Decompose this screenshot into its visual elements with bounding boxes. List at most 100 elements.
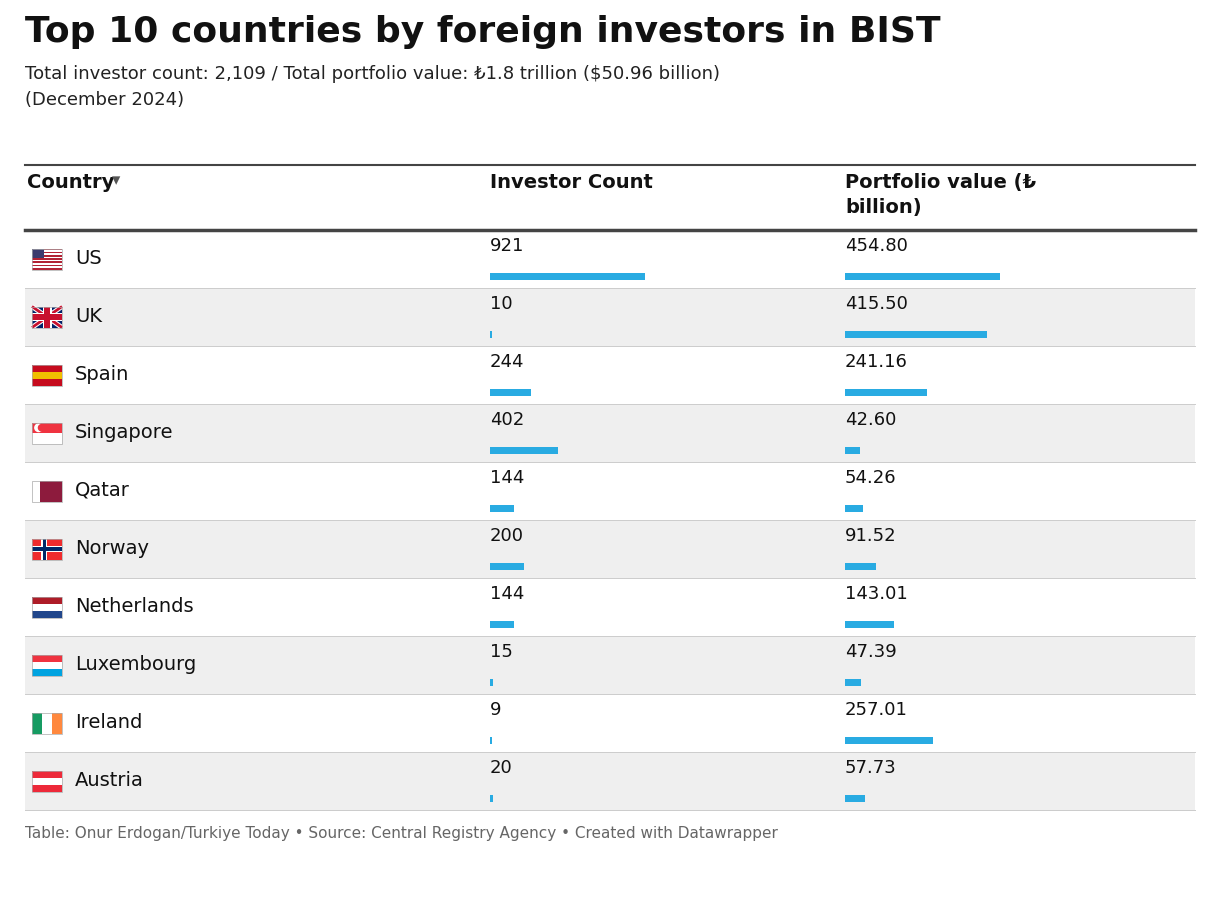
Text: Singapore: Singapore (74, 422, 173, 441)
Text: Country: Country (27, 173, 115, 192)
Bar (32, 248, 44, 258)
Bar (43, 307, 51, 328)
Bar (490, 621, 515, 628)
Text: Qatar: Qatar (74, 480, 129, 500)
Circle shape (39, 425, 45, 431)
Bar (32, 784, 62, 792)
Bar (32, 596, 62, 618)
Bar (490, 505, 515, 512)
Bar (44, 307, 50, 328)
Bar (32, 267, 62, 268)
Bar (490, 331, 492, 338)
Bar (32, 365, 62, 371)
Text: Ireland: Ireland (74, 713, 143, 732)
Bar (32, 365, 62, 386)
Bar (32, 596, 62, 603)
Bar (32, 248, 62, 269)
Bar (32, 250, 62, 252)
Bar (32, 546, 62, 552)
Text: ▾: ▾ (112, 171, 121, 189)
Text: Total investor count: 2,109 / Total portfolio value: ₺1.8 trillion ($50.96 billi: Total investor count: 2,109 / Total port… (24, 65, 720, 109)
Bar (32, 713, 62, 733)
Bar (32, 480, 62, 501)
Text: Luxembourg: Luxembourg (74, 654, 196, 673)
Bar (32, 268, 62, 269)
Bar (32, 771, 62, 777)
Bar (32, 307, 62, 328)
Bar (41, 713, 52, 733)
Bar (32, 539, 62, 560)
Bar (24, 288, 1196, 346)
Text: 200: 200 (490, 527, 525, 545)
Bar (32, 662, 62, 669)
Bar (490, 273, 645, 280)
Text: Top 10 countries by foreign investors in BIST: Top 10 countries by foreign investors in… (24, 15, 941, 49)
Bar (32, 433, 62, 443)
Bar (845, 331, 987, 338)
Bar (43, 539, 45, 560)
Text: 244: 244 (490, 353, 525, 371)
Bar (32, 603, 62, 611)
Bar (32, 248, 62, 269)
Bar (32, 258, 62, 260)
Text: 454.80: 454.80 (845, 237, 908, 255)
Bar (32, 771, 62, 792)
Bar (845, 447, 860, 454)
Bar (32, 422, 62, 433)
Bar (32, 265, 62, 267)
Text: 144: 144 (490, 585, 525, 603)
Bar (32, 314, 62, 319)
Bar (52, 713, 62, 733)
Bar (845, 737, 932, 744)
Bar (32, 547, 62, 551)
Bar (490, 679, 493, 686)
Bar (490, 795, 493, 802)
Bar (845, 621, 894, 628)
Text: 415.50: 415.50 (845, 295, 908, 313)
Text: 57.73: 57.73 (845, 759, 897, 777)
Bar (32, 307, 62, 328)
Bar (32, 379, 62, 386)
Bar (24, 404, 1196, 462)
Text: 402: 402 (490, 411, 525, 429)
Text: 241.16: 241.16 (845, 353, 908, 371)
Bar (32, 252, 62, 253)
Bar (32, 313, 62, 321)
Text: Investor Count: Investor Count (490, 173, 653, 192)
Text: 20: 20 (490, 759, 512, 777)
Bar (41, 539, 48, 560)
Bar (845, 795, 865, 802)
Bar (32, 248, 62, 250)
Text: 921: 921 (490, 237, 525, 255)
Bar (32, 539, 62, 560)
Bar (32, 422, 62, 443)
Bar (32, 253, 62, 255)
Text: 257.01: 257.01 (845, 701, 908, 719)
Text: 9: 9 (490, 701, 501, 719)
Bar (845, 563, 876, 570)
Bar (24, 752, 1196, 810)
Text: 143.01: 143.01 (845, 585, 908, 603)
Bar (32, 654, 62, 662)
Bar (32, 777, 62, 784)
Bar (490, 389, 531, 396)
Bar (32, 654, 62, 675)
Bar (24, 636, 1196, 694)
Text: Norway: Norway (74, 539, 149, 558)
Bar (24, 694, 1196, 752)
Bar (24, 346, 1196, 404)
Bar (32, 371, 62, 379)
Bar (845, 679, 861, 686)
Text: 47.39: 47.39 (845, 643, 897, 661)
Bar (490, 563, 523, 570)
Bar (32, 257, 62, 258)
Bar (32, 261, 62, 263)
Bar (32, 263, 62, 265)
Text: 144: 144 (490, 469, 525, 487)
Text: 91.52: 91.52 (845, 527, 897, 545)
Bar (24, 578, 1196, 636)
Text: 10: 10 (490, 295, 512, 313)
Bar (32, 480, 62, 501)
Bar (490, 447, 558, 454)
Text: Spain: Spain (74, 365, 129, 383)
